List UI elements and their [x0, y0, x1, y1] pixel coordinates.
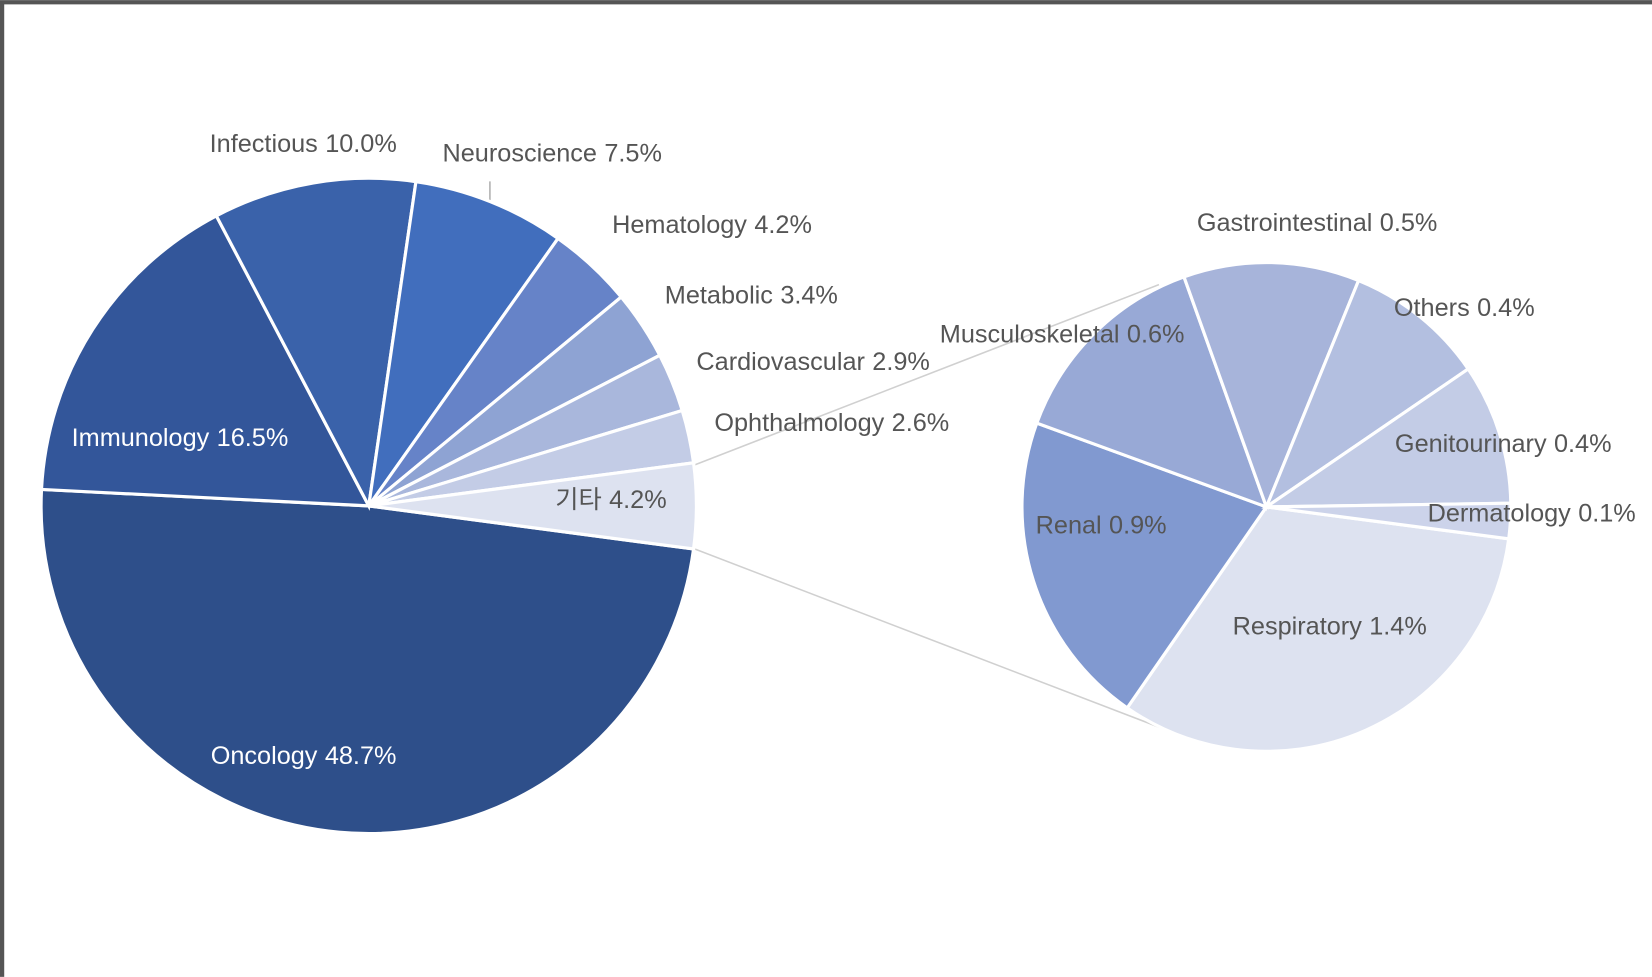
- value-label: 10.0%: [325, 130, 397, 158]
- pie-slice: [1125, 505, 1511, 753]
- value-label: 0.4%: [1477, 294, 1535, 322]
- category-label: Renal: [1036, 511, 1102, 539]
- data-label: Oncology 48.7%: [211, 742, 397, 770]
- data-label: Immunology 16.5%: [72, 424, 289, 452]
- data-label: Renal 0.9%: [1036, 511, 1167, 539]
- category-label: Dermatology: [1428, 500, 1572, 528]
- data-label: Others 0.4%: [1394, 294, 1535, 322]
- pie-slice: [367, 179, 561, 507]
- category-label: Ophthalmology: [714, 409, 884, 437]
- value-label: 2.6%: [892, 409, 950, 437]
- data-label: Infectious 10.0%: [210, 130, 397, 158]
- category-label: Genitourinary: [1395, 430, 1547, 458]
- data-label: 기타 4.2%: [555, 486, 666, 514]
- data-label: Musculoskeletal 0.6%: [940, 321, 1185, 349]
- data-label: Metabolic 3.4%: [665, 282, 838, 310]
- category-label: Others: [1394, 294, 1470, 322]
- data-label: Genitourinary 0.4%: [1395, 430, 1612, 458]
- value-label: 2.9%: [872, 348, 930, 376]
- data-label: Ophthalmology 2.6%: [714, 409, 949, 437]
- data-label: Cardiovascular 2.9%: [696, 348, 929, 376]
- category-label: Respiratory: [1233, 612, 1363, 640]
- value-label: 0.6%: [1127, 321, 1185, 349]
- value-label: 3.4%: [780, 282, 838, 310]
- data-label: Neuroscience 7.5%: [443, 139, 662, 167]
- category-label: Neuroscience: [443, 139, 597, 167]
- connector-line: [691, 283, 1160, 467]
- data-label: Respiratory 1.4%: [1233, 612, 1427, 640]
- value-label: 0.5%: [1380, 209, 1438, 237]
- category-label: 기타: [555, 486, 602, 514]
- connector-line: [691, 547, 1160, 728]
- pie-slice: [1262, 278, 1471, 512]
- pie-slice: [1020, 421, 1269, 711]
- category-label: Gastrointestinal: [1197, 209, 1373, 237]
- value-label: 4.2%: [754, 211, 812, 239]
- category-label: Oncology: [211, 742, 318, 770]
- data-label: Dermatology 0.1%: [1428, 500, 1636, 528]
- pie-slice: [214, 176, 418, 511]
- value-label: 7.5%: [604, 139, 662, 167]
- category-label: Infectious: [210, 130, 318, 158]
- pie-slice: [1266, 501, 1513, 541]
- value-label: 0.4%: [1554, 430, 1612, 458]
- pie-slice: [39, 213, 372, 508]
- value-label: 0.9%: [1109, 511, 1167, 539]
- category-label: Musculoskeletal: [940, 321, 1120, 349]
- category-label: Hematology: [612, 211, 747, 239]
- value-label: 16.5%: [217, 424, 289, 452]
- pie-slice: [1034, 274, 1270, 510]
- pie-slice: [368, 461, 698, 551]
- category-label: Metabolic: [665, 282, 773, 310]
- value-label: 0.1%: [1578, 500, 1636, 528]
- pie-slice: [1261, 366, 1513, 509]
- value-label: 48.7%: [325, 742, 397, 770]
- value-label: 1.4%: [1369, 612, 1427, 640]
- value-label: 4.2%: [609, 486, 667, 514]
- category-label: Cardiovascular: [696, 348, 865, 376]
- category-label: Immunology: [72, 424, 210, 452]
- pie-slice: [39, 487, 696, 836]
- data-label: Gastrointestinal 0.5%: [1197, 209, 1438, 237]
- data-label: Hematology 4.2%: [612, 211, 812, 239]
- pie-slice: [1181, 260, 1361, 512]
